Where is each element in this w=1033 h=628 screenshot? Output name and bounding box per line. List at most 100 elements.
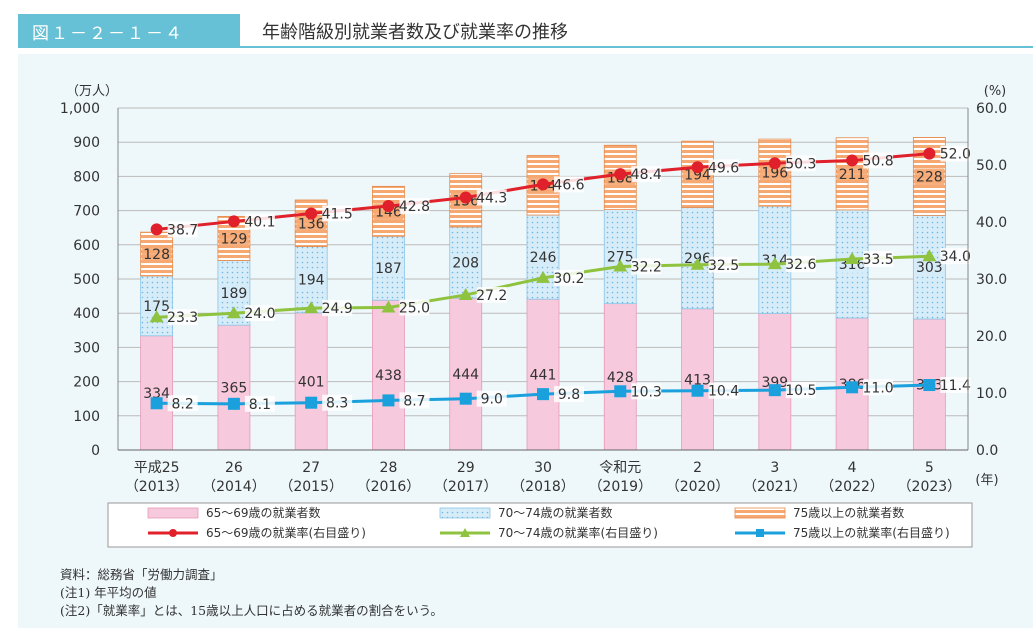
rate-label-bg bbox=[785, 382, 816, 399]
bar-value-label: 441 bbox=[530, 368, 557, 384]
rate-point bbox=[690, 257, 705, 270]
chart-notes: 資料：総務省「労働力調査」 (注1) 年平均の値 (注2)「就業率」とは、15歳… bbox=[60, 566, 443, 620]
bar-value-label: 399 bbox=[761, 375, 788, 391]
rate-value-label: 24.0 bbox=[244, 306, 275, 322]
rate-point bbox=[691, 384, 704, 397]
legend-marker bbox=[756, 529, 764, 537]
y-left-tick-label: 600 bbox=[73, 238, 100, 254]
rate-point bbox=[537, 388, 549, 401]
rate-point bbox=[613, 259, 628, 272]
bar-value-label: 208 bbox=[452, 256, 479, 272]
rate-point bbox=[459, 392, 472, 405]
rate-label-bg bbox=[631, 166, 662, 183]
rate-point bbox=[459, 191, 472, 204]
rate-value-label: 33.5 bbox=[863, 252, 894, 268]
legend-label: 75歳以上の就業者数 bbox=[793, 505, 904, 520]
rate-point bbox=[846, 154, 859, 167]
rate-label-bg bbox=[476, 390, 507, 407]
rate-label-bg bbox=[631, 383, 662, 400]
note-2: (注2)「就業率」とは、15歳以上人口に占める就業者の割合をいう。 bbox=[60, 603, 443, 618]
rate-value-label: 24.9 bbox=[322, 301, 353, 317]
y-right-tick-label: 60.0 bbox=[976, 101, 1007, 117]
rate-point bbox=[923, 147, 936, 160]
rate-label-bg bbox=[399, 198, 430, 215]
rate-point bbox=[227, 215, 240, 228]
bar-value-label: 194 bbox=[684, 167, 711, 183]
bar-value-label: 246 bbox=[530, 250, 557, 266]
rate-value-label: 42.8 bbox=[399, 199, 430, 215]
rate-point bbox=[691, 161, 704, 174]
rate-label-bg bbox=[631, 258, 662, 275]
bar-value-label: 334 bbox=[143, 386, 170, 402]
rate-value-label: 32.2 bbox=[631, 259, 662, 275]
bar-label-bg bbox=[141, 297, 172, 315]
x-tick-label: 5 bbox=[925, 460, 934, 476]
bar-label-bg bbox=[837, 165, 868, 183]
rate-label-bg bbox=[940, 248, 971, 265]
note-1: (注1) 年平均の値 bbox=[60, 585, 157, 600]
bar-value-label: 365 bbox=[221, 381, 248, 397]
y-right-unit: (%) bbox=[984, 84, 1007, 99]
rate-value-label: 30.2 bbox=[553, 271, 584, 287]
bar-value-label: 129 bbox=[221, 231, 248, 247]
rate-value-label: 49.6 bbox=[708, 160, 739, 176]
legend-label: 65～69歳の就業率(右目盛り) bbox=[206, 525, 366, 540]
x-tick-year: （2015） bbox=[279, 479, 343, 495]
rate-label-bg bbox=[785, 256, 816, 273]
rate-label-bg bbox=[244, 395, 275, 412]
legend-label: 65～69歳の就業者数 bbox=[206, 505, 321, 520]
rate-value-label: 40.1 bbox=[244, 214, 275, 230]
rate-point bbox=[227, 397, 240, 410]
x-tick-year: （2016） bbox=[357, 479, 421, 495]
rate-point bbox=[382, 394, 395, 407]
y-left-tick-label: 200 bbox=[73, 375, 100, 391]
rate-label-bg bbox=[476, 189, 507, 206]
rate-value-label: 9.8 bbox=[558, 387, 580, 403]
x-tick-label: 4 bbox=[848, 460, 857, 476]
bar-label-bg bbox=[914, 259, 945, 277]
bar-label-bg bbox=[296, 215, 327, 233]
bar-label-bg bbox=[605, 248, 636, 266]
bar-value-label: 211 bbox=[839, 167, 866, 183]
rate-label-bg bbox=[863, 379, 894, 396]
rate-value-label: 32.5 bbox=[708, 258, 739, 274]
rate-value-label: 27.2 bbox=[476, 288, 507, 304]
rate-point bbox=[226, 306, 241, 319]
y-right-tick-label: 20.0 bbox=[976, 329, 1007, 345]
bar-label-bg bbox=[141, 246, 172, 264]
bar-value-label: 194 bbox=[298, 273, 325, 289]
y-left-tick-label: 0 bbox=[91, 443, 100, 459]
rate-point bbox=[305, 207, 318, 220]
rate-point bbox=[845, 252, 860, 265]
x-tick-label: 29 bbox=[457, 460, 475, 476]
x-tick-year: （2022） bbox=[820, 479, 884, 495]
bar-label-bg bbox=[296, 271, 327, 289]
legend-swatch bbox=[147, 507, 199, 519]
y-left-tick-label: 800 bbox=[73, 169, 100, 185]
x-tick-label: 28 bbox=[380, 460, 398, 476]
legend-swatch bbox=[734, 507, 786, 519]
x-tick-year: （2020） bbox=[666, 479, 730, 495]
rate-value-label: 10.5 bbox=[785, 383, 816, 399]
rate-value-label: 41.5 bbox=[322, 206, 353, 222]
x-tick-label: 27 bbox=[302, 460, 320, 476]
rate-point bbox=[458, 287, 473, 300]
rate-label-bg bbox=[708, 382, 739, 399]
bar-label-bg bbox=[605, 368, 636, 386]
y-left-tick-label: 900 bbox=[73, 135, 100, 151]
bar-label-bg bbox=[759, 373, 790, 391]
x-tick-year: （2017） bbox=[434, 479, 498, 495]
bar-label-bg bbox=[914, 168, 945, 186]
bar-label-bg bbox=[450, 366, 481, 384]
figure-title: 年齢階級別就業者数及び就業率の推移 bbox=[262, 22, 568, 43]
rate-value-label: 10.3 bbox=[631, 384, 662, 400]
rate-value-label: 34.0 bbox=[940, 249, 971, 265]
legend-marker bbox=[460, 528, 470, 537]
x-unit: (年) bbox=[975, 473, 998, 488]
rate-value-label: 8.3 bbox=[326, 396, 348, 412]
rate-label-bg bbox=[708, 159, 739, 176]
rate-point bbox=[768, 384, 781, 397]
y-left-tick-label: 300 bbox=[73, 340, 100, 356]
bar-value-label: 438 bbox=[375, 368, 402, 384]
rate-value-label: 32.6 bbox=[785, 257, 816, 273]
